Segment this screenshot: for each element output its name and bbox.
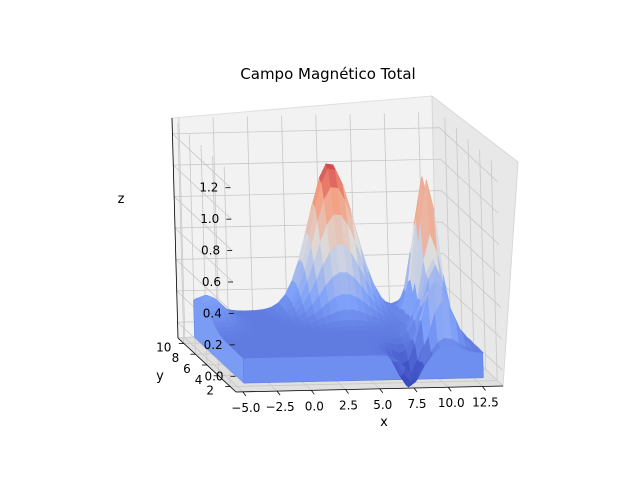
- x-tick-label: 2.5: [339, 399, 358, 413]
- x-tick-mark: [310, 390, 315, 395]
- x-axis-line: [235, 385, 504, 393]
- y-tick-label: 2: [206, 384, 214, 398]
- x-tick-label: 0.0: [305, 399, 324, 413]
- x-tick-label: 7.5: [407, 397, 426, 411]
- z-axis-ticks: 0.0 0.2 0.4 0.6 0.8 1.0 1.2: [199, 181, 236, 383]
- z-tick-label: 0.6: [202, 275, 221, 289]
- x-tick-label: 5.0: [373, 398, 392, 412]
- x-axis-ticks: −5.0 −2.5 0.0 2.5 5.0 7.5 10.0 12.5: [231, 386, 499, 415]
- x-tick-label: 12.5: [472, 395, 499, 409]
- z-tick-label: 0.2: [204, 338, 223, 352]
- x-tick-mark: [482, 386, 486, 391]
- grid-line-z: [171, 127, 498, 189]
- x-tick-mark: [447, 386, 452, 392]
- y-tick-label: 6: [183, 362, 191, 376]
- grid-line-z: [173, 190, 500, 251]
- x-tick-mark: [413, 387, 418, 393]
- x-tick-mark: [242, 391, 247, 397]
- y-tick-label: 4: [195, 373, 203, 387]
- z-tick-label: 1.2: [199, 181, 218, 195]
- y-tick-label: 10: [156, 340, 171, 354]
- x-tick-mark: [379, 388, 384, 394]
- chart-title: Campo Magnético Total: [240, 65, 415, 83]
- grid-line-z: [172, 158, 499, 220]
- z-tick-label: 1.0: [200, 212, 219, 226]
- z-tick-label: 0.0: [204, 369, 223, 383]
- z-tick-label: 0.8: [201, 244, 220, 258]
- surface-plot: [193, 163, 484, 388]
- x-tick-label: −5.0: [231, 401, 260, 415]
- x-tick-label: 10.0: [438, 396, 465, 410]
- grid-line-x: [178, 117, 244, 393]
- x-tick-mark: [276, 390, 281, 396]
- y-tick-label: 8: [172, 351, 180, 365]
- grid-line-y: [230, 160, 498, 387]
- z-axis-label: z: [118, 192, 125, 207]
- surface-facet: [472, 349, 484, 353]
- z-tick-label: 0.4: [203, 306, 222, 320]
- y-axis-label: y: [156, 369, 164, 384]
- x-tick-mark: [345, 389, 349, 394]
- x-axis-label: x: [380, 415, 388, 430]
- x-tick-label: −2.5: [266, 400, 295, 414]
- z-axis-line: [171, 117, 179, 339]
